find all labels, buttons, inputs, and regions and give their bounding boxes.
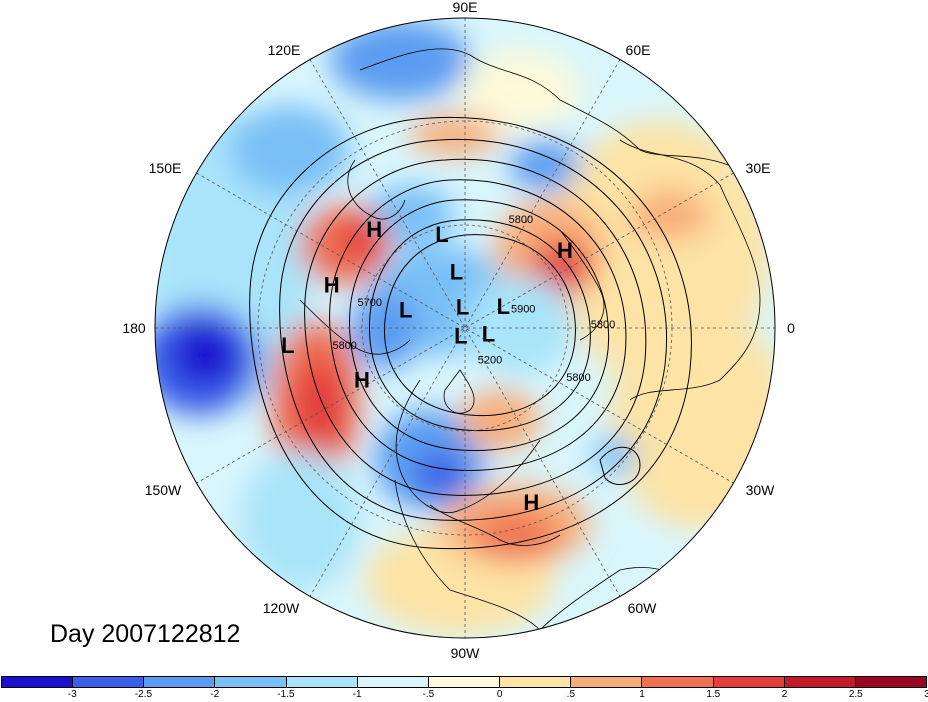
colorbar-tick-4: -1 bbox=[352, 689, 362, 700]
colorbar-tick-5: -.5 bbox=[422, 689, 435, 700]
colorbar-swatches bbox=[1, 676, 927, 688]
lon-label-180: 180 bbox=[122, 320, 146, 336]
colorbar-tick-8: 1 bbox=[639, 689, 645, 700]
contour-value-labels: 5800 5700 5800 5900 5800 5200 5800 bbox=[332, 214, 615, 384]
contour-label-0: 5800 bbox=[509, 214, 533, 226]
high-pressure-marker-9: H bbox=[557, 238, 573, 263]
low-pressure-marker-7: L bbox=[454, 324, 467, 349]
high-pressure-marker-11: H bbox=[354, 368, 370, 393]
contour-label-6: 5800 bbox=[566, 372, 590, 384]
low-pressure-marker-6: L bbox=[482, 322, 495, 347]
colorbar-tick-11: 2.5 bbox=[848, 689, 863, 700]
colorbar-tick-2: -2 bbox=[210, 689, 220, 700]
colorbar-swatch-4 bbox=[286, 677, 358, 687]
low-pressure-marker-2: L bbox=[450, 260, 463, 285]
lon-label-150e: 150E bbox=[149, 160, 182, 176]
colorbar-swatch-0 bbox=[2, 677, 74, 687]
lon-label-0: 0 bbox=[787, 320, 795, 336]
graticule bbox=[155, 18, 775, 638]
colorbar-swatch-9 bbox=[642, 677, 714, 687]
lon-label-30w: 30W bbox=[746, 482, 776, 498]
lon-label-120e: 120E bbox=[268, 42, 301, 58]
lon-label-60e: 60E bbox=[626, 42, 651, 58]
lon-label-30e: 30E bbox=[746, 160, 771, 176]
colorbar-swatch-10 bbox=[713, 677, 785, 687]
colorbar-swatch-5 bbox=[357, 677, 429, 687]
colorbar-swatch-11 bbox=[784, 677, 856, 687]
lon-label-90e: 90E bbox=[453, 0, 478, 15]
low-pressure-marker-5: L bbox=[456, 295, 469, 320]
colorbar-tick-7: .5 bbox=[566, 689, 576, 700]
lon-label-150w: 150W bbox=[145, 482, 182, 498]
anomaly-field bbox=[155, 18, 775, 638]
contour-label-4: 5800 bbox=[591, 319, 615, 331]
colorbar-swatch-1 bbox=[73, 677, 145, 687]
low-pressure-marker-4: L bbox=[399, 298, 412, 323]
date-label: Day 2007122812 bbox=[50, 620, 241, 648]
polar-stereographic-map: 90E 60E 30E 0 30W 60W 90W 120W 150W 180 … bbox=[122, 0, 795, 661]
colorbar-tick-12: 3 bbox=[924, 689, 928, 700]
contour-label-2: 5800 bbox=[332, 340, 356, 352]
low-pressure-marker-8: L bbox=[497, 294, 510, 319]
colorbar-tick-9: 1.5 bbox=[706, 689, 721, 700]
colorbar-tick-3: -1.5 bbox=[277, 689, 295, 700]
lon-label-90w: 90W bbox=[451, 645, 481, 661]
high-pressure-marker-3: H bbox=[324, 272, 340, 297]
low-pressure-marker-0: L bbox=[435, 222, 448, 247]
lon-label-60w: 60W bbox=[628, 600, 658, 616]
colorbar-tick-0: -3 bbox=[67, 689, 77, 700]
longitude-labels: 90E 60E 30E 0 30W 60W 90W 120W 150W 180 … bbox=[122, 0, 795, 661]
contour-label-1: 5700 bbox=[358, 297, 382, 309]
contour-label-5: 5200 bbox=[478, 355, 502, 367]
low-pressure-marker-10: L bbox=[281, 333, 294, 358]
map-border bbox=[154, 17, 776, 639]
high-pressure-marker-1: H bbox=[366, 217, 382, 242]
contour-label-3: 5900 bbox=[511, 303, 535, 315]
colorbar-swatch-2 bbox=[144, 677, 216, 687]
colorbar-swatch-12 bbox=[855, 677, 927, 687]
colorbar: -3 -2.5 -2 -1.5 -1 -.5 0 .5 1 1.5 2 2.5 3 bbox=[0, 674, 928, 702]
colorbar-swatch-8 bbox=[571, 677, 643, 687]
colorbar-tick-1: -2.5 bbox=[134, 689, 153, 700]
colorbar-swatch-7 bbox=[500, 677, 572, 687]
high-pressure-marker-12: H bbox=[523, 490, 539, 515]
colorbar-tick-10: 2 bbox=[781, 689, 788, 700]
colorbar-tick-6: 0 bbox=[496, 689, 503, 700]
lon-label-120w: 120W bbox=[263, 600, 300, 616]
colorbar-swatch-6 bbox=[428, 677, 501, 687]
colorbar-swatch-3 bbox=[215, 677, 287, 687]
